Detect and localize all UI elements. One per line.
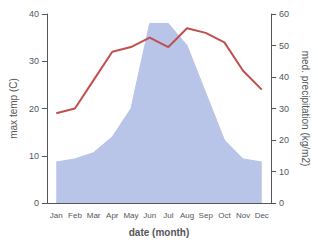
svg-text:max temp (C): max temp (C) [8,78,19,139]
svg-text:Jan: Jan [50,211,63,220]
svg-text:20: 20 [279,135,289,145]
svg-text:Aug: Aug [180,211,194,220]
svg-text:30: 30 [279,104,289,114]
svg-text:30: 30 [29,56,39,66]
svg-text:Jun: Jun [143,211,156,220]
svg-text:10: 10 [279,167,289,177]
svg-text:40: 40 [29,9,39,19]
svg-text:20: 20 [29,104,39,114]
svg-text:10: 10 [29,151,39,161]
svg-text:40: 40 [279,72,289,82]
svg-text:May: May [123,211,138,220]
svg-text:Feb: Feb [68,211,82,220]
svg-text:Sep: Sep [199,211,214,220]
svg-text:Jul: Jul [163,211,173,220]
svg-text:Oct: Oct [218,211,231,220]
svg-text:0: 0 [34,198,39,208]
svg-text:60: 60 [279,9,289,19]
svg-text:Nov: Nov [236,211,250,220]
svg-text:med. precipitation (kg/m2): med. precipitation (kg/m2) [300,51,311,167]
svg-text:date (month): date (month) [129,227,190,238]
svg-text:50: 50 [279,41,289,51]
svg-text:Apr: Apr [106,211,119,220]
svg-text:Dec: Dec [255,211,269,220]
svg-text:0: 0 [279,198,284,208]
svg-text:Mar: Mar [87,211,101,220]
